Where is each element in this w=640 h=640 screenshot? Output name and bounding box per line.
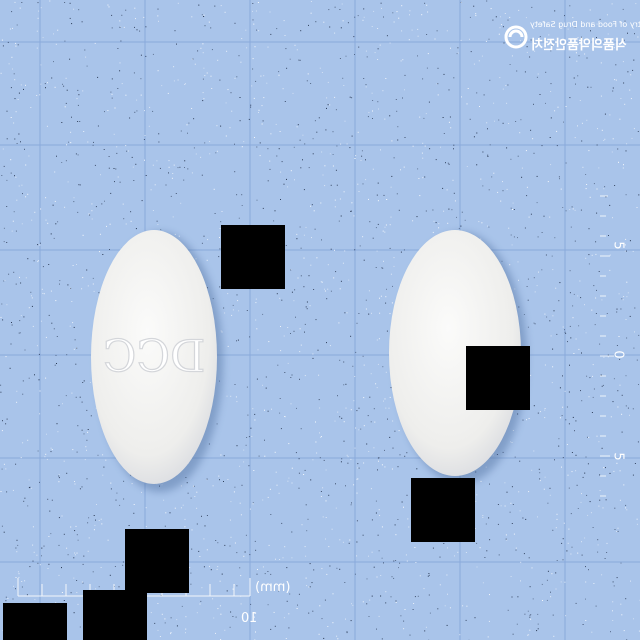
pill-front: DCC bbox=[91, 230, 223, 492]
occluder-block bbox=[411, 478, 475, 542]
logo-line1: Ministry of Food and Drug Safety bbox=[530, 20, 640, 29]
pill-back bbox=[389, 230, 527, 484]
occluder-block bbox=[466, 346, 530, 410]
circular-emblem-icon bbox=[504, 25, 528, 49]
pill-back-body bbox=[389, 230, 521, 476]
scale-bottom-number: 10 bbox=[241, 611, 258, 626]
logo-line2: 식품의약품안전처 bbox=[531, 38, 627, 53]
occluder-block bbox=[221, 225, 285, 289]
scale-unit-label: (mm) bbox=[255, 580, 291, 595]
occluder-block bbox=[3, 603, 67, 640]
scale-right-number-bottom: 5 bbox=[610, 452, 626, 461]
occluder-block bbox=[125, 529, 189, 593]
right-scale-ticks bbox=[600, 195, 614, 497]
scale-right-number-top: 5 bbox=[610, 241, 626, 250]
scale-right-number-middle: 0 bbox=[610, 350, 626, 359]
pill-front-body bbox=[91, 230, 217, 484]
occluder-block bbox=[83, 590, 147, 640]
pill-front-imprint: DCC bbox=[103, 332, 206, 383]
